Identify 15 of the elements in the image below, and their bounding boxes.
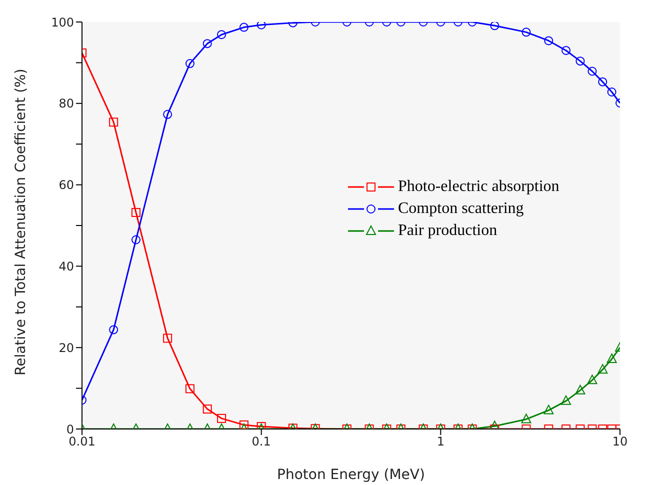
x-tick-label: 1 — [436, 434, 444, 449]
x-tick-label: 10 — [612, 434, 628, 449]
legend-label: Photo-electric absorption — [398, 178, 560, 196]
legend-label: Pair production — [398, 222, 498, 240]
y-tick-label: 40 — [58, 259, 74, 274]
y-tick-label: 80 — [58, 96, 74, 111]
y-tick-label: 100 — [51, 15, 74, 30]
y-tick-label: 0 — [66, 422, 74, 436]
x-axis-title: Photon Energy (MeV) — [277, 467, 425, 483]
y-axis-title: Relative to Total Attenuation Coefficient (%) — [12, 68, 29, 376]
x-tick-label: 0.1 — [252, 434, 271, 449]
legend-label: Compton scattering — [398, 200, 524, 218]
y-tick-label: 60 — [58, 178, 74, 192]
y-tick-label: 20 — [58, 340, 74, 355]
x-tick-label: 0.01 — [68, 434, 96, 449]
